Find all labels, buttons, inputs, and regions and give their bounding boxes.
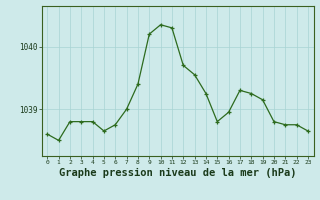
X-axis label: Graphe pression niveau de la mer (hPa): Graphe pression niveau de la mer (hPa) (59, 168, 296, 178)
